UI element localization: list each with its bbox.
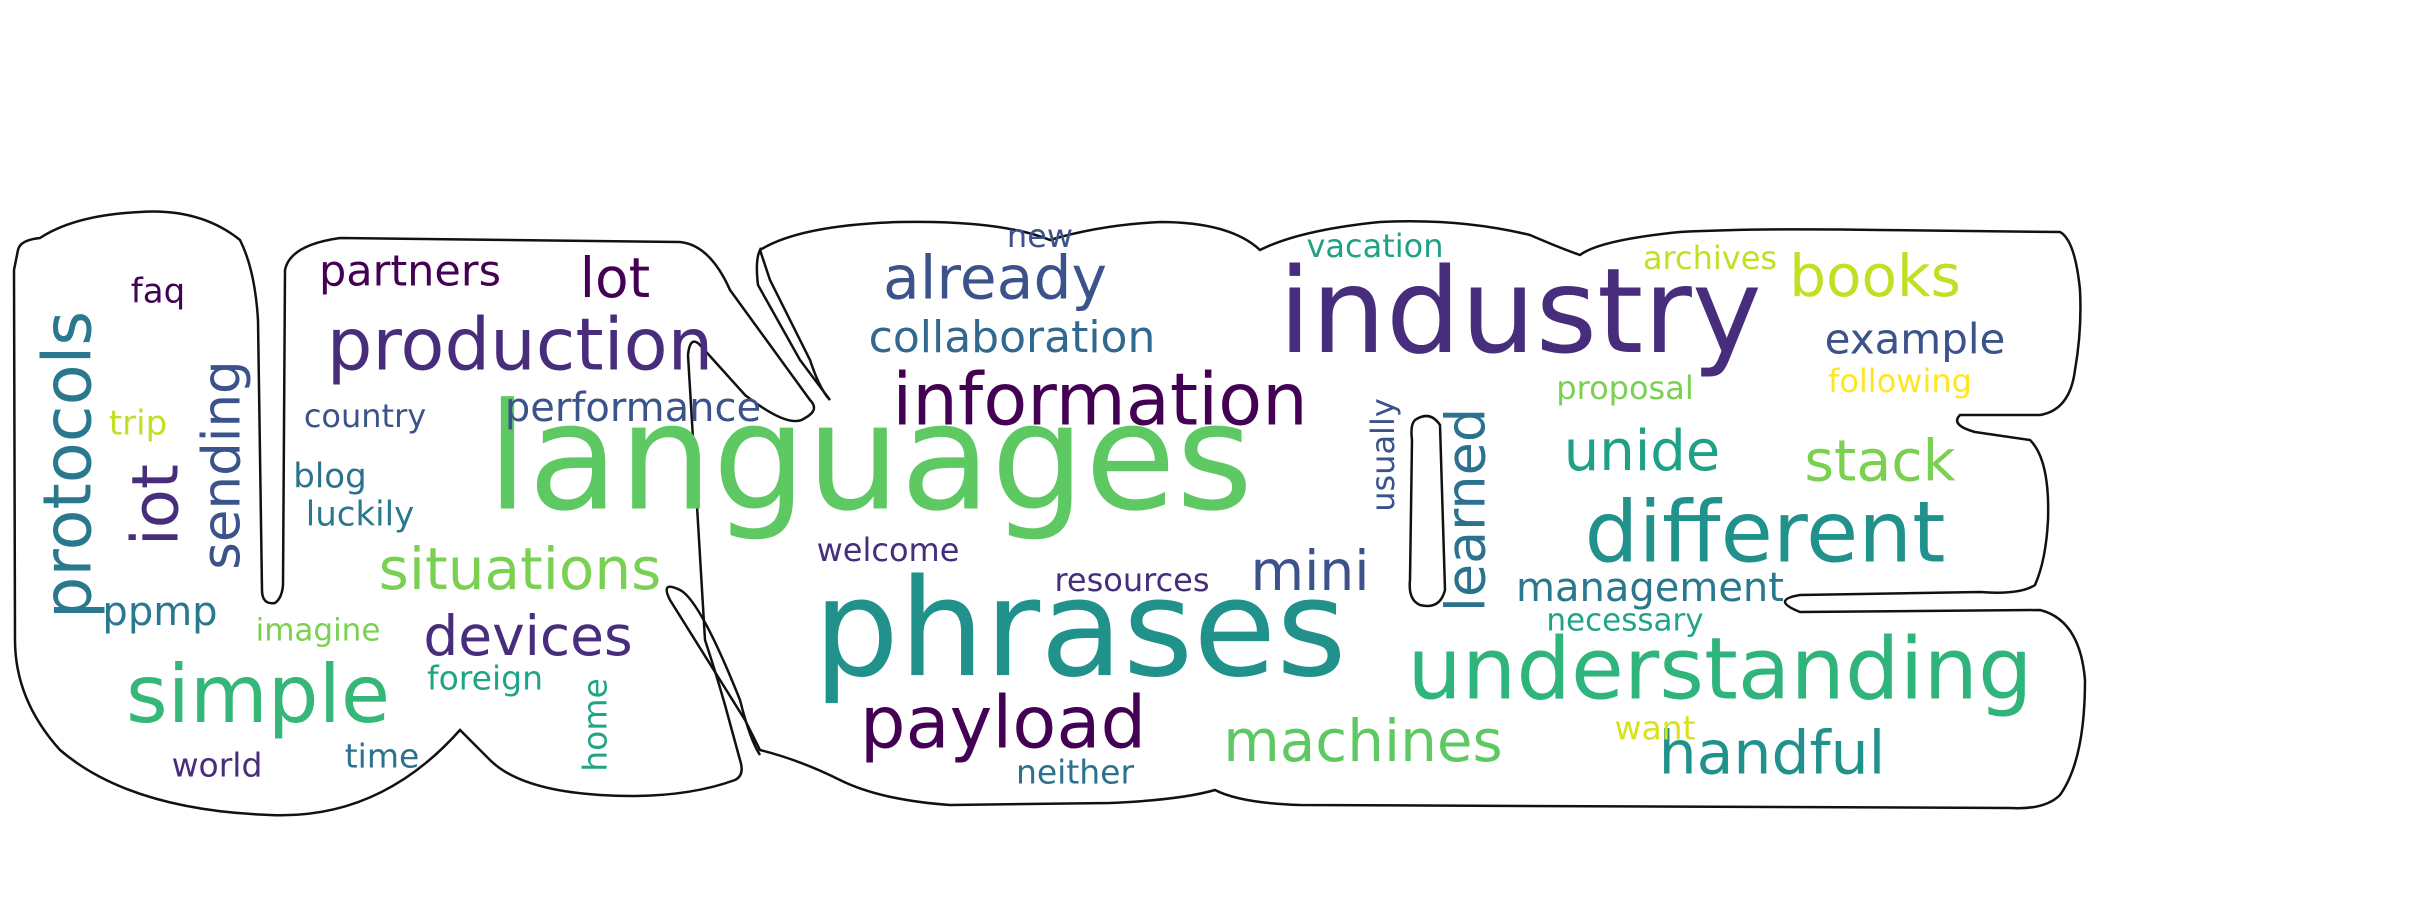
word-protocols: protocols <box>29 311 107 619</box>
word-sending: sending <box>192 360 253 569</box>
word-phrases: phrases <box>813 550 1346 707</box>
outline-left-swoop <box>755 246 831 401</box>
word-understanding: understanding <box>1407 619 2032 719</box>
word-welcome: welcome <box>817 531 960 569</box>
word-unide: unide <box>1564 419 1721 484</box>
word-payload: payload <box>860 681 1146 765</box>
word-stack: stack <box>1804 429 1955 495</box>
word-resources: resources <box>1054 561 1209 599</box>
word-luckily: luckily <box>306 495 414 535</box>
word-devices: devices <box>423 604 632 668</box>
word-different: different <box>1584 483 1945 582</box>
word-learned: learned <box>1435 408 1498 612</box>
word-example: example <box>1825 315 2006 364</box>
word-ppmp: ppmp <box>102 589 217 635</box>
word-information: information <box>892 358 1308 442</box>
word-necessary: necessary <box>1546 603 1703 639</box>
word-already: already <box>883 244 1107 314</box>
word-usually: usually <box>1364 398 1402 512</box>
cloud-words: languages phrases industry understanding… <box>29 217 2033 792</box>
outline-letter-p <box>665 220 2087 810</box>
word-faq: faq <box>131 272 185 312</box>
word-proposal: proposal <box>1556 369 1693 407</box>
word-handful: handful <box>1659 719 1886 789</box>
word-want: want <box>1614 709 1695 748</box>
word-foreign: foreign <box>427 659 543 698</box>
word-production: production <box>327 303 714 387</box>
word-blog: blog <box>293 457 366 497</box>
word-simple: simple <box>126 648 390 741</box>
word-mini: mini <box>1251 539 1370 603</box>
word-lot: lot <box>580 246 651 310</box>
outline-letter-u <box>12 210 816 817</box>
word-new: new <box>1007 217 1073 255</box>
word-machines: machines <box>1223 707 1502 775</box>
word-books: books <box>1789 242 1961 310</box>
word-languages: languages <box>487 372 1253 544</box>
word-iot: iot <box>120 464 194 546</box>
word-home: home <box>576 678 615 772</box>
word-collaboration: collaboration <box>869 312 1156 363</box>
word-neither: neither <box>1016 753 1135 792</box>
word-partners: partners <box>319 247 501 297</box>
word-following: following <box>1828 362 1972 400</box>
word-archives: archives <box>1643 239 1777 277</box>
word-time: time <box>345 737 420 776</box>
word-vacation: vacation <box>1306 227 1443 265</box>
outline-inner-bar <box>1408 414 1447 608</box>
word-performance: performance <box>505 385 761 431</box>
cloud-outline <box>12 210 2087 817</box>
word-industry: industry <box>1278 242 1761 380</box>
word-country: country <box>304 397 426 435</box>
word-situations: situations <box>379 535 662 603</box>
word-world: world <box>172 746 263 785</box>
word-trip: trip <box>109 404 167 444</box>
word-management: management <box>1516 565 1784 611</box>
word-imagine: imagine <box>256 613 381 649</box>
